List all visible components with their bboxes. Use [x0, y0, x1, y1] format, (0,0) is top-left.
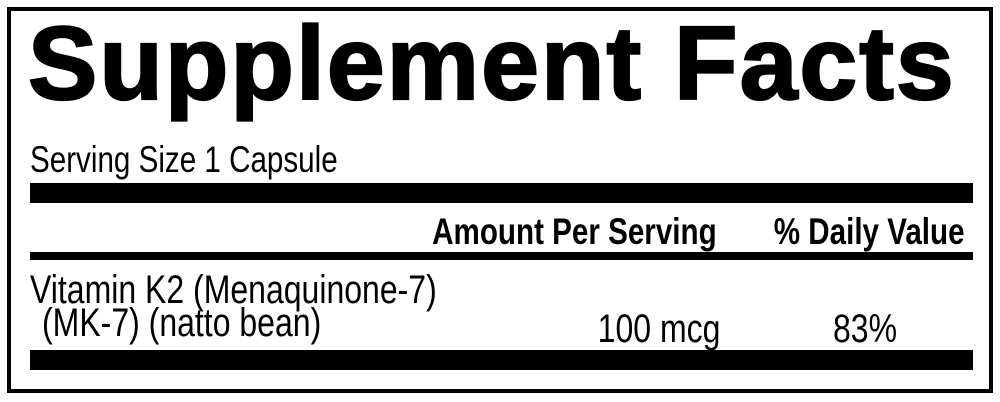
column-header-amount-label: Amount Per Serving	[432, 211, 717, 252]
facts-title: Supplement Facts	[27, 6, 956, 122]
nutrient-amount-value: 100 mcg	[597, 307, 720, 351]
divider-bar-thick-bottom	[30, 350, 973, 370]
column-header-daily-value: % Daily Value	[726, 211, 965, 253]
nutrient-name-continued: (MK-7) (natto bean)	[42, 301, 391, 346]
nutrient-daily-value-cell: 83%	[817, 307, 897, 352]
column-header-daily-value-label: % Daily Value	[774, 211, 965, 252]
nutrient-name-line1: Vitamin K2 (Menaquinone-7)	[30, 268, 437, 312]
divider-bar-thin	[30, 252, 973, 260]
divider-bar-thick-top	[30, 183, 973, 203]
nutrient-daily-value: 83%	[832, 307, 897, 351]
serving-size-text: Serving Size 1 Capsule	[30, 139, 338, 180]
nutrient-amount-cell: 100 mcg	[567, 307, 720, 352]
serving-size-row: Serving Size 1 Capsule	[30, 139, 415, 181]
nutrient-name: Vitamin K2 (Menaquinone-7)	[30, 268, 538, 313]
nutrient-name-line2: (MK-7) (natto bean)	[42, 301, 322, 345]
column-header-amount: Amount Per Serving	[361, 211, 717, 253]
